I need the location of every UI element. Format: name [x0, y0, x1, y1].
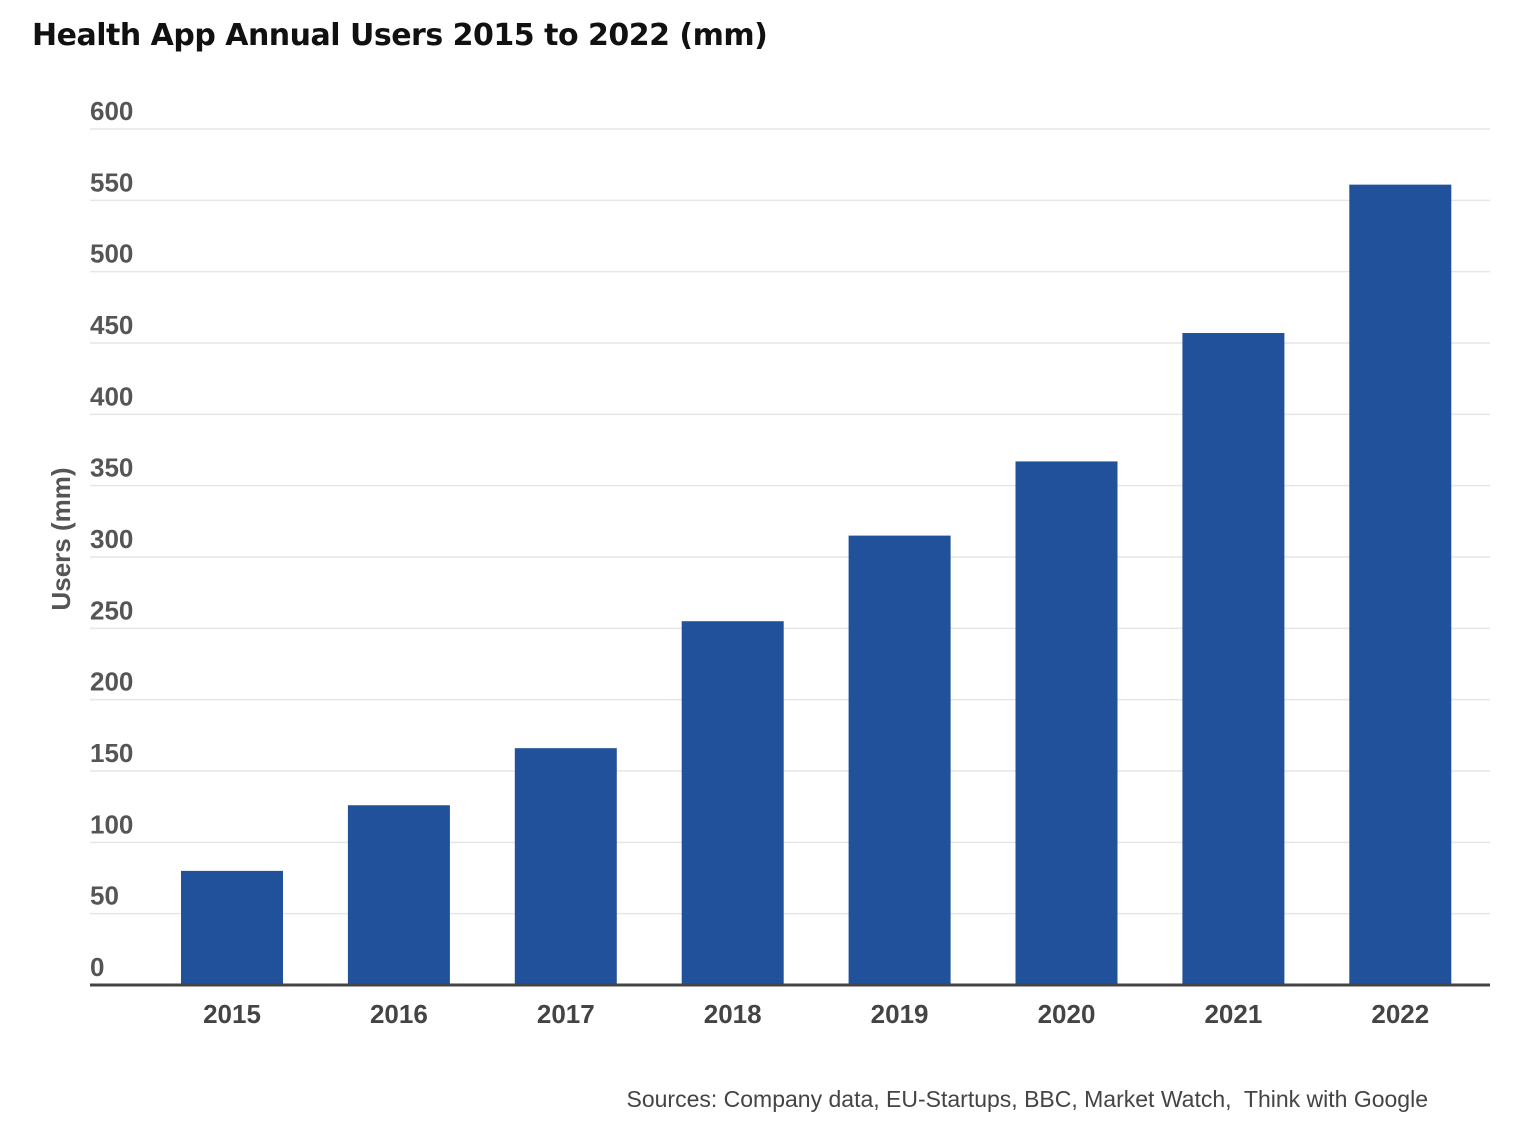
bar-2020 [1015, 461, 1118, 985]
chart-title: Health App Annual Users 2015 to 2022 (mm… [32, 18, 768, 53]
source-note: Sources: Company data, EU-Startups, BBC,… [626, 1086, 1429, 1112]
y-tick-label: 550 [90, 167, 133, 197]
y-tick-label: 100 [90, 809, 133, 839]
gridlines [90, 128, 1490, 915]
y-tick-label: 50 [90, 881, 119, 911]
bar-2022 [1349, 184, 1452, 985]
y-tick-label: 350 [90, 453, 133, 483]
x-tick-label: 2019 [871, 999, 929, 1029]
y-tick-label: 300 [90, 524, 133, 554]
y-tick-label: 250 [90, 595, 133, 625]
bar-2016 [347, 805, 450, 985]
bar-2018 [681, 621, 784, 985]
y-tick-label: 400 [90, 381, 133, 411]
bar-2019 [848, 535, 951, 985]
y-tick-label: 450 [90, 310, 133, 340]
x-tick-label: 2016 [370, 999, 428, 1029]
y-axis-label: Users (mm) [46, 467, 76, 610]
bar-2021 [1182, 333, 1285, 986]
x-tick-label: 2015 [203, 999, 261, 1029]
y-tick-label: 0 [90, 952, 104, 982]
y-tick-label: 600 [90, 96, 133, 126]
x-tick-label: 2018 [704, 999, 762, 1029]
bar-2017 [514, 748, 617, 985]
y-tick-label: 150 [90, 738, 133, 768]
y-tick-label: 500 [90, 239, 133, 269]
y-tick-label: 200 [90, 667, 133, 697]
x-tick-label: 2022 [1371, 999, 1429, 1029]
x-tick-label: 2020 [1038, 999, 1096, 1029]
bars [181, 184, 1452, 986]
x-axis-ticks: 2015 2016 2017 2018 2019 2020 2021 2022 [203, 999, 1429, 1029]
x-tick-label: 2021 [1204, 999, 1262, 1029]
y-axis-ticks: 0 50 100 150 200 250 300 350 400 450 500 550 600 [90, 96, 133, 982]
x-tick-label: 2017 [537, 999, 595, 1029]
bar-2015 [181, 870, 283, 985]
